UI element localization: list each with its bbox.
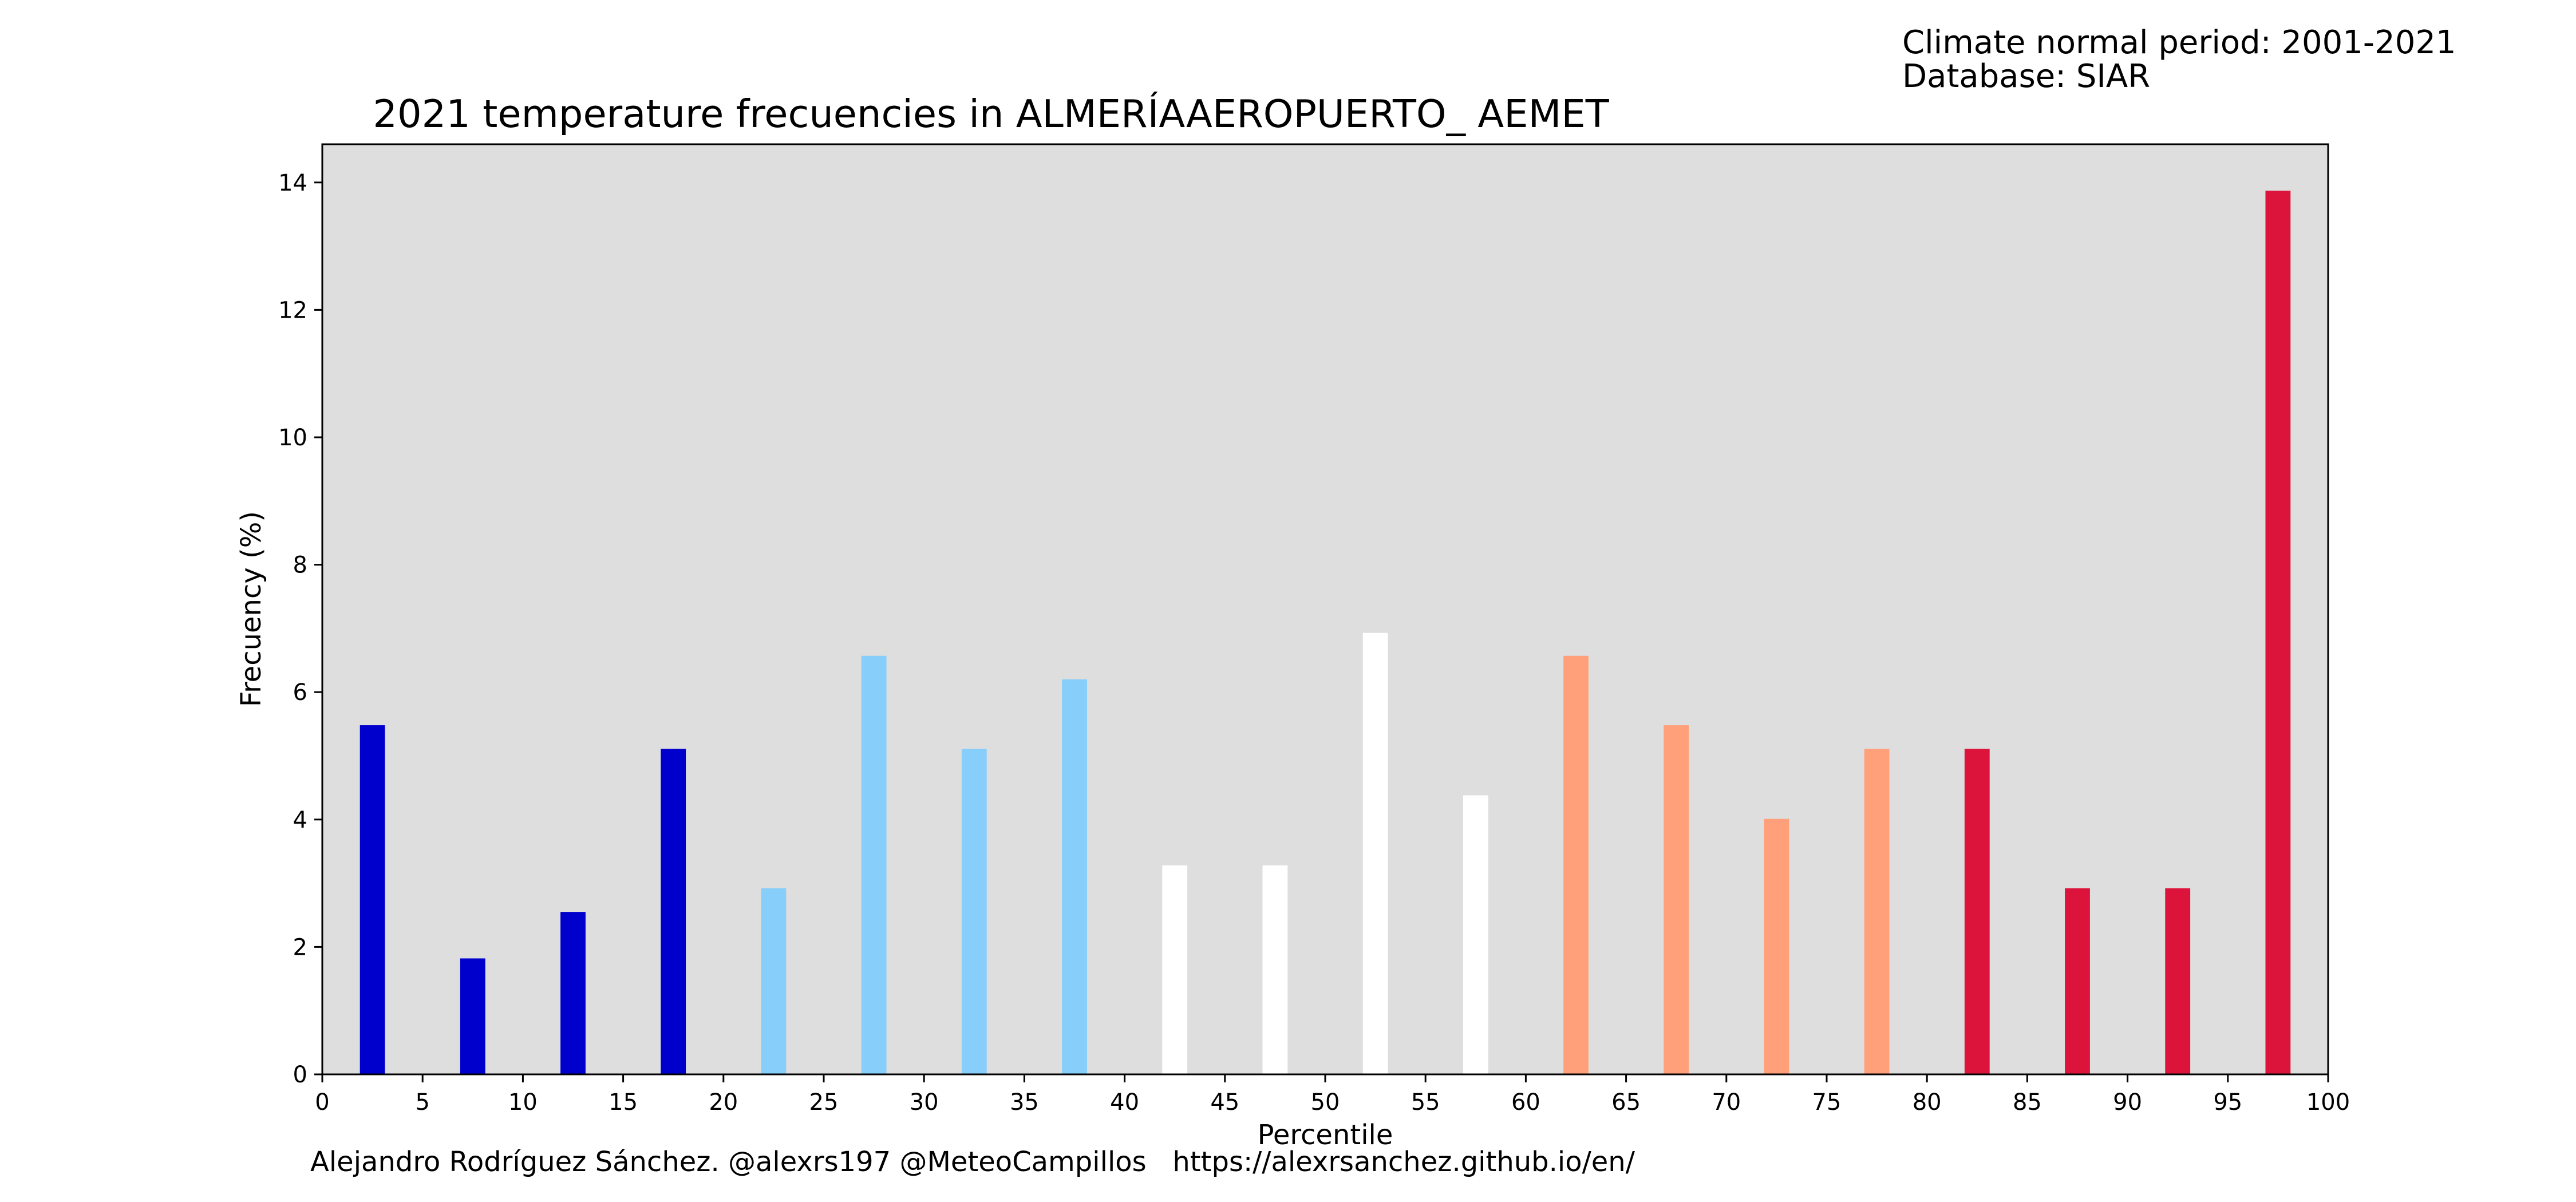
y-axis-label: Frecuency (%) bbox=[235, 511, 267, 707]
plot-area bbox=[322, 144, 2328, 1074]
x-tick-label: 0 bbox=[315, 1089, 329, 1116]
x-axis-ticks: 0 5 10 15 20 25 30 35 40 45 50 55 60 65 70 75 80 85 90 95 10… bbox=[315, 1074, 2350, 1116]
y-tick-label: 14 bbox=[278, 170, 307, 196]
bar-p67.5 bbox=[1664, 725, 1689, 1074]
y-tick-label: 4 bbox=[293, 807, 307, 833]
chart-title: 2021 temperature frecuencies in ALMERÍAA… bbox=[373, 91, 1609, 136]
bar-p47.5 bbox=[1262, 865, 1288, 1074]
x-tick-label: 10 bbox=[508, 1089, 538, 1116]
x-tick-label: 90 bbox=[2113, 1089, 2142, 1116]
x-tick-label: 100 bbox=[2306, 1089, 2350, 1116]
bar-p7.5 bbox=[460, 958, 485, 1074]
y-axis-ticks: 0 2 4 6 8 10 12 14 bbox=[278, 170, 322, 1088]
x-tick-label: 50 bbox=[1311, 1089, 1340, 1116]
bar-p97.5 bbox=[2265, 191, 2291, 1074]
bar-p52.5 bbox=[1362, 632, 1388, 1074]
bars-group bbox=[359, 191, 2291, 1074]
x-tick-label: 20 bbox=[709, 1089, 738, 1116]
x-tick-label: 30 bbox=[910, 1089, 939, 1116]
x-tick-label: 85 bbox=[2013, 1089, 2042, 1116]
x-tick-label: 25 bbox=[809, 1089, 839, 1116]
x-tick-label: 45 bbox=[1210, 1089, 1239, 1116]
x-tick-label: 80 bbox=[1913, 1089, 1942, 1116]
x-tick-label: 40 bbox=[1110, 1089, 1139, 1116]
bar-p72.5 bbox=[1764, 819, 1789, 1074]
x-tick-label: 5 bbox=[415, 1089, 429, 1116]
bar-p22.5 bbox=[761, 888, 787, 1074]
x-tick-label: 95 bbox=[2213, 1089, 2242, 1116]
bar-p87.5 bbox=[2065, 888, 2090, 1074]
x-tick-label: 15 bbox=[609, 1089, 638, 1116]
climate-period-label: Climate normal period: 2001-2021 bbox=[1902, 24, 2456, 61]
y-tick-label: 6 bbox=[293, 679, 307, 706]
database-label: Database: SIAR bbox=[1902, 58, 2150, 95]
x-axis-label: Percentile bbox=[1258, 1119, 1393, 1151]
bar-p32.5 bbox=[961, 749, 987, 1074]
y-tick-label: 10 bbox=[278, 425, 307, 451]
y-tick-label: 8 bbox=[293, 552, 307, 579]
bar-p2.5 bbox=[359, 725, 385, 1074]
x-tick-label: 60 bbox=[1511, 1089, 1540, 1116]
credit-footer: Alejandro Rodríguez Sánchez. @alexrs197 … bbox=[310, 1146, 1635, 1178]
bar-p42.5 bbox=[1162, 865, 1188, 1074]
bar-p57.5 bbox=[1463, 795, 1488, 1074]
x-tick-label: 55 bbox=[1411, 1089, 1440, 1116]
bar-p77.5 bbox=[1864, 749, 1890, 1074]
x-tick-label: 65 bbox=[1611, 1089, 1641, 1116]
x-tick-label: 35 bbox=[1010, 1089, 1039, 1116]
bar-p12.5 bbox=[560, 912, 586, 1074]
bar-p37.5 bbox=[1062, 679, 1087, 1074]
y-tick-label: 0 bbox=[293, 1062, 307, 1088]
y-tick-label: 12 bbox=[278, 297, 307, 323]
bar-p17.5 bbox=[661, 749, 686, 1074]
bar-p82.5 bbox=[1964, 749, 1990, 1074]
bar-p62.5 bbox=[1563, 655, 1589, 1074]
y-tick-label: 2 bbox=[293, 934, 307, 960]
bar-p92.5 bbox=[2165, 888, 2191, 1074]
x-tick-label: 70 bbox=[1712, 1089, 1741, 1116]
bar-p27.5 bbox=[861, 655, 887, 1074]
x-tick-label: 75 bbox=[1812, 1089, 1842, 1116]
